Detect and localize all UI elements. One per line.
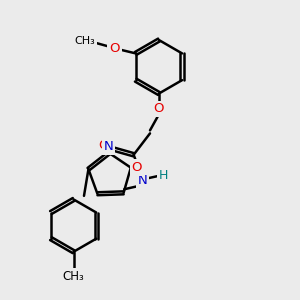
Text: N: N [103, 140, 113, 153]
Text: O: O [109, 42, 120, 55]
Text: O: O [131, 161, 142, 174]
Text: O: O [99, 139, 109, 152]
Text: O: O [154, 103, 164, 116]
Text: CH₃: CH₃ [74, 36, 95, 46]
Text: N: N [138, 174, 147, 187]
Text: H: H [159, 169, 168, 182]
Text: CH₃: CH₃ [63, 270, 85, 283]
